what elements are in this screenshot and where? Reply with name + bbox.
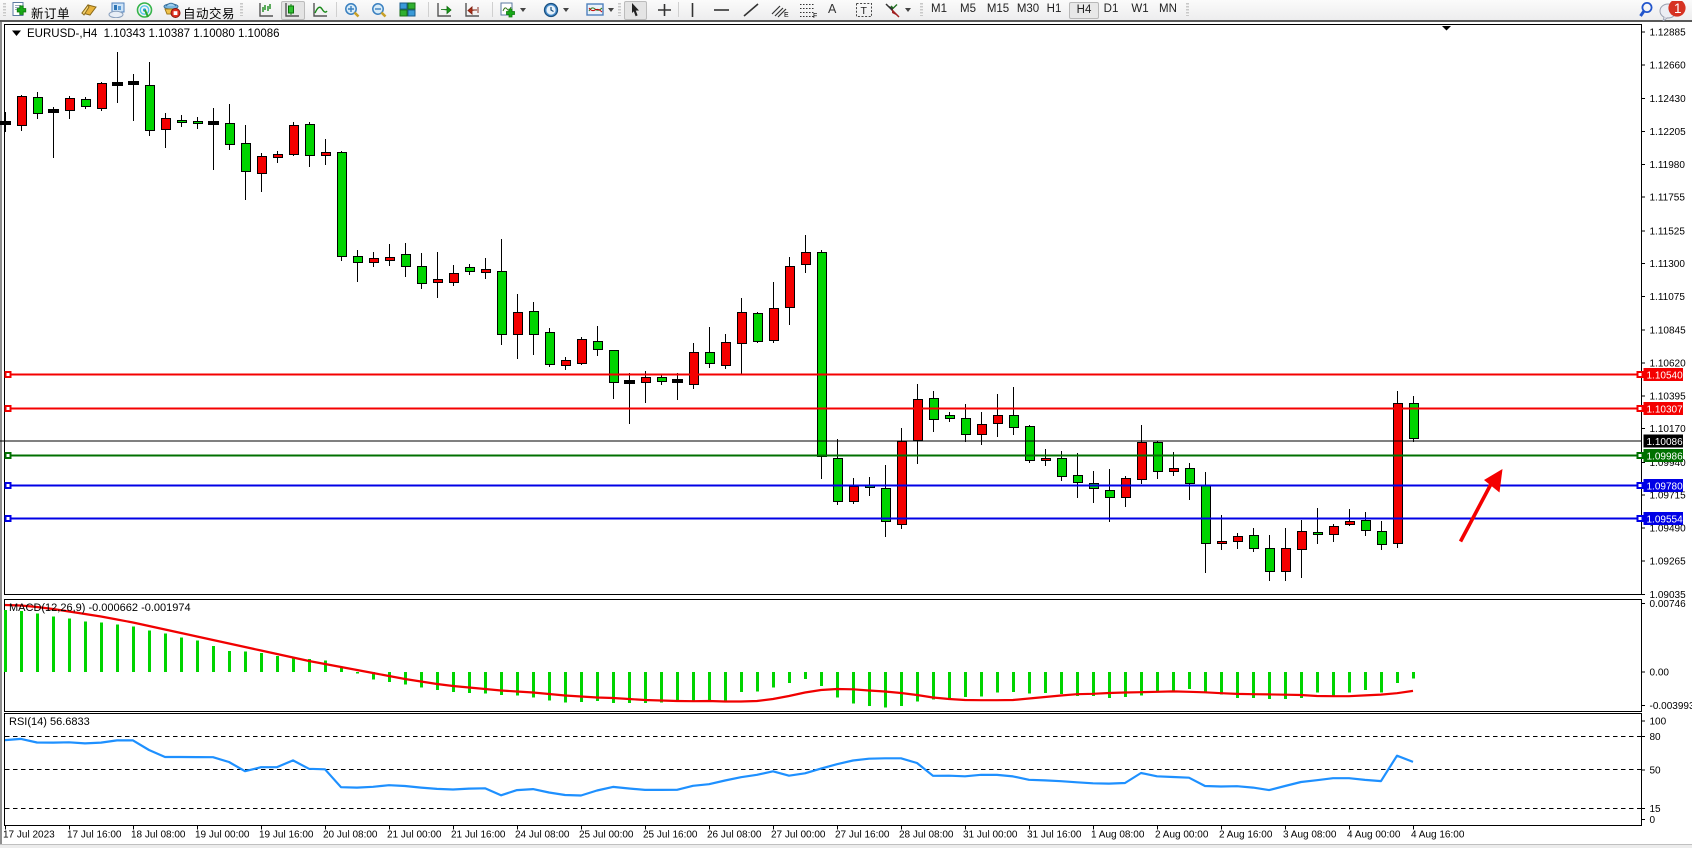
svg-text:1.11300: 1.11300 [1650,259,1686,270]
svg-text:3 Aug 08:00: 3 Aug 08:00 [1283,830,1337,841]
svg-text:1.09715: 1.09715 [1650,491,1687,502]
svg-text:17 Jul 16:00: 17 Jul 16:00 [67,830,122,841]
svg-text:26 Jul 08:00: 26 Jul 08:00 [707,830,762,841]
svg-text:1.09035: 1.09035 [1650,590,1687,601]
svg-text:MACD(12,26,9) -0.000662 -0.001: MACD(12,26,9) -0.000662 -0.001974 [9,602,191,614]
svg-text:1.09986: 1.09986 [1647,451,1684,462]
svg-text:1.10540: 1.10540 [1647,370,1684,381]
svg-text:-0.003993: -0.003993 [1650,701,1692,712]
svg-text:15: 15 [1650,804,1662,815]
svg-text:21 Jul 16:00: 21 Jul 16:00 [451,830,506,841]
svg-text:25 Jul 00:00: 25 Jul 00:00 [579,830,634,841]
svg-text:18 Jul 08:00: 18 Jul 08:00 [131,830,186,841]
svg-text:1.11755: 1.11755 [1650,193,1686,204]
svg-text:27 Jul 00:00: 27 Jul 00:00 [771,830,826,841]
svg-text:1.10307: 1.10307 [1647,404,1684,415]
svg-text:20 Jul 08:00: 20 Jul 08:00 [323,830,378,841]
svg-text:1.12885: 1.12885 [1650,28,1687,39]
svg-text:T: T [861,5,868,17]
svg-text:17 Jul 2023: 17 Jul 2023 [3,830,55,841]
svg-text:1.09265: 1.09265 [1650,557,1687,568]
svg-text:1: 1 [1674,1,1682,16]
svg-text:1.09780: 1.09780 [1647,481,1684,492]
svg-text:1.11980: 1.11980 [1650,160,1686,171]
svg-text:1.09554: 1.09554 [1647,514,1684,525]
svg-text:80: 80 [1650,732,1662,743]
svg-text:1.12660: 1.12660 [1650,61,1687,72]
svg-text:2 Aug 00:00: 2 Aug 00:00 [1155,830,1209,841]
svg-text:19 Jul 00:00: 19 Jul 00:00 [195,830,250,841]
svg-text:1.09940: 1.09940 [1650,458,1687,469]
svg-text:19 Jul 16:00: 19 Jul 16:00 [259,830,314,841]
svg-text:4 Aug 00:00: 4 Aug 00:00 [1347,830,1401,841]
svg-text:1.12430: 1.12430 [1650,94,1687,105]
svg-text:31 Jul 16:00: 31 Jul 16:00 [1027,830,1082,841]
svg-text:1.10086: 1.10086 [1647,437,1684,448]
svg-text:0.00: 0.00 [1650,668,1670,679]
svg-text:F: F [813,13,817,18]
svg-text:28 Jul 08:00: 28 Jul 08:00 [899,830,954,841]
svg-text:1.10620: 1.10620 [1650,359,1687,370]
svg-text:100: 100 [1650,716,1667,727]
svg-text:1.09490: 1.09490 [1650,524,1687,535]
svg-text:24 Jul 08:00: 24 Jul 08:00 [515,830,570,841]
svg-text:0: 0 [1650,815,1656,826]
svg-text:27 Jul 16:00: 27 Jul 16:00 [835,830,890,841]
svg-text:0.00746: 0.00746 [1650,599,1687,610]
svg-text:4 Aug 16:00: 4 Aug 16:00 [1411,830,1465,841]
svg-text:1 Aug 08:00: 1 Aug 08:00 [1091,830,1145,841]
svg-text:EURUSD-,H4 1.10343 1.10387 1.: EURUSD-,H4 1.10343 1.10387 1.10080 1.100… [27,28,280,40]
svg-text:1.11075: 1.11075 [1650,292,1686,303]
svg-text:31 Jul 00:00: 31 Jul 00:00 [963,830,1018,841]
svg-text:50: 50 [1650,765,1662,776]
svg-text:E: E [784,12,789,18]
svg-text:1.12205: 1.12205 [1650,127,1687,138]
svg-text:RSI(14) 56.6833: RSI(14) 56.6833 [9,716,90,728]
svg-text:1.10845: 1.10845 [1650,326,1687,337]
svg-text:25 Jul 16:00: 25 Jul 16:00 [643,830,698,841]
svg-text:1.10170: 1.10170 [1650,424,1687,435]
svg-text:1.11525: 1.11525 [1650,226,1686,237]
svg-text:21 Jul 00:00: 21 Jul 00:00 [387,830,442,841]
svg-text:2 Aug 16:00: 2 Aug 16:00 [1219,830,1273,841]
svg-text:1.10395: 1.10395 [1650,391,1687,402]
